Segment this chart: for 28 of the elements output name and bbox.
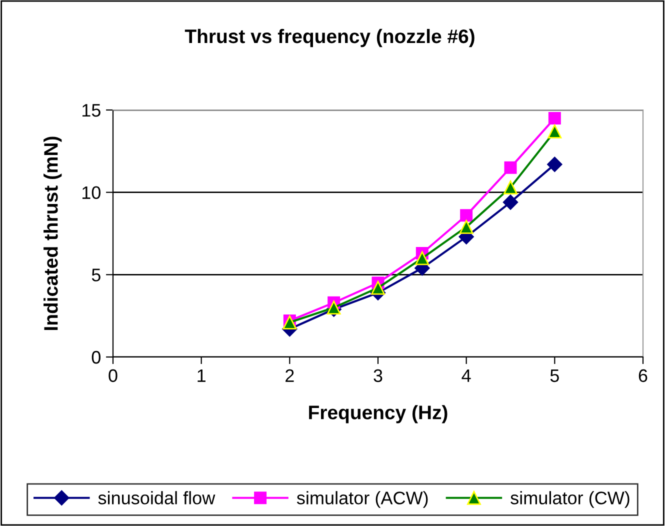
point: [504, 180, 518, 194]
y-tick-label: 5: [92, 268, 100, 282]
x-tick-label: 1: [198, 369, 206, 382]
legend-label: simulator (CW): [510, 491, 630, 508]
y-tick-label: 15: [82, 104, 100, 117]
x-axis-title: Frequency (Hz): [309, 405, 448, 424]
y-tick-label: 10: [82, 186, 100, 200]
point: [502, 194, 518, 210]
legend-label: simulator (ACW): [296, 491, 428, 508]
x-tick-label: 5: [550, 369, 559, 382]
chart-title: Thrust vs frequency (nozzle #6): [184, 28, 474, 48]
point: [547, 156, 562, 172]
x-tick-label: 0: [108, 369, 118, 382]
point: [548, 124, 562, 138]
y-tick-label: 0: [92, 350, 100, 364]
point: [371, 280, 385, 295]
legend-label: sinusoidal flow: [98, 491, 216, 504]
point: [460, 209, 473, 222]
x-tick-label: 6: [638, 369, 648, 382]
point: [548, 112, 561, 124]
point: [326, 300, 341, 315]
y-axis-title: Indicated thrust (mN): [44, 136, 62, 330]
point: [415, 251, 430, 266]
x-tick-label: 4: [462, 369, 471, 382]
point: [504, 161, 517, 174]
x-tick-label: 3: [374, 369, 382, 382]
x-tick-label: 2: [286, 369, 294, 382]
point: [459, 220, 474, 234]
